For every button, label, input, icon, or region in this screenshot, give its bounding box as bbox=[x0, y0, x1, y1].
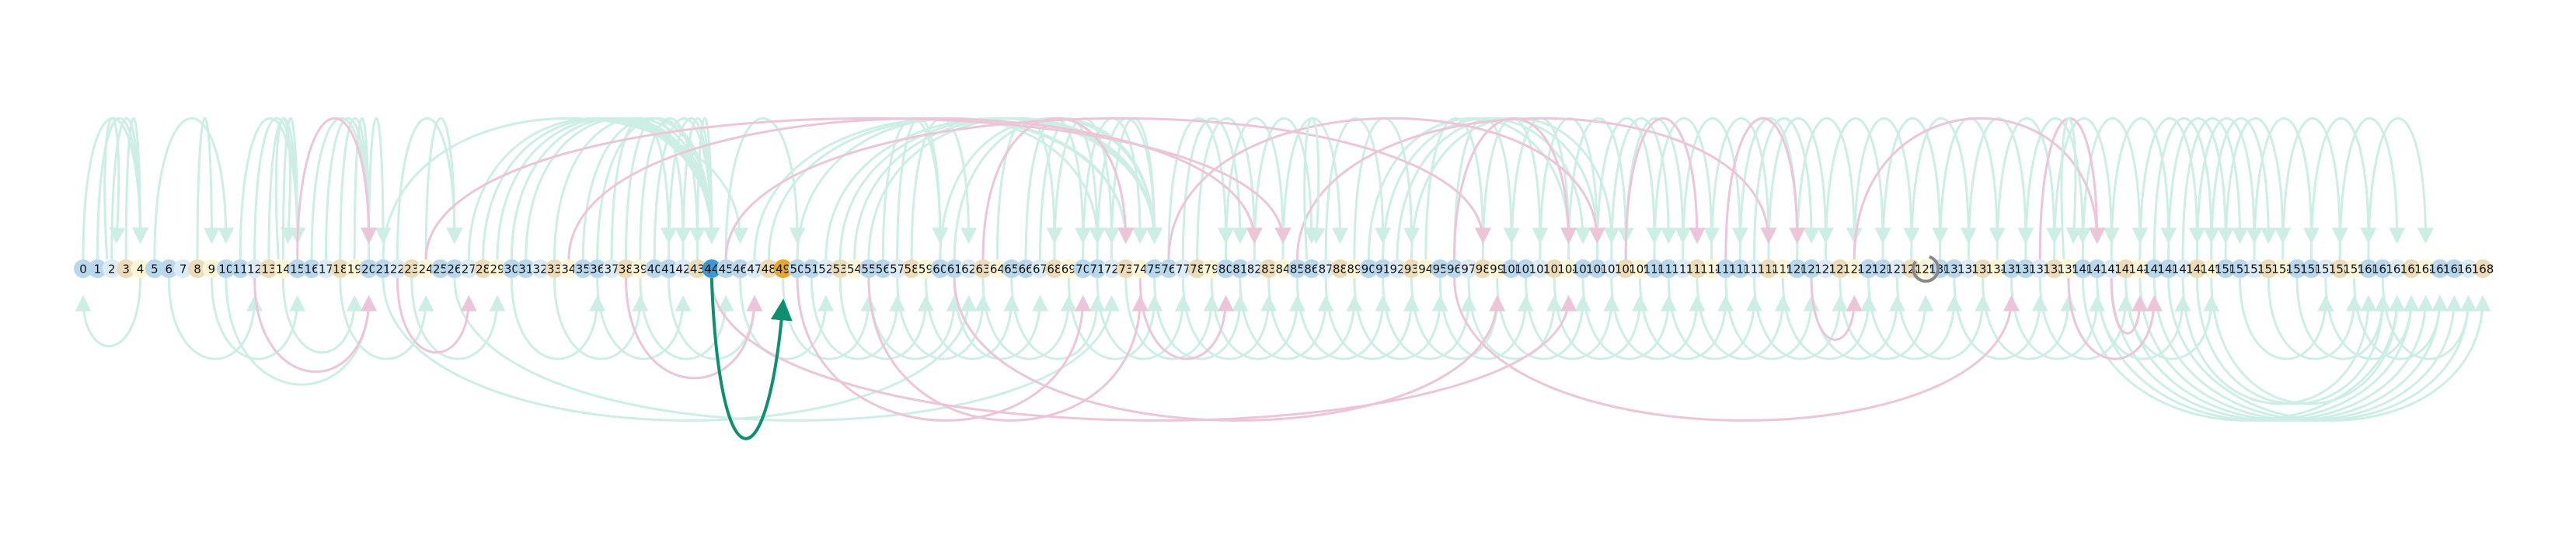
node-label: 4 bbox=[137, 263, 145, 276]
edge-above-14 bbox=[369, 118, 383, 259]
node-168: 168 bbox=[2472, 259, 2494, 278]
nodes-layer: 0 1 2 3 4 5 6 7 8 9 10 11 12 13 14 15 16 17 18 19 20 21 22 23 24… bbox=[74, 259, 2494, 278]
node-label: 0 bbox=[79, 263, 87, 276]
edge-above-33 bbox=[726, 118, 797, 259]
edge-below-15 bbox=[783, 278, 869, 359]
edge-below-p1 bbox=[397, 278, 469, 353]
node-label: 8 bbox=[193, 263, 201, 276]
edge-above-24 bbox=[583, 118, 711, 259]
node-label: 7 bbox=[180, 263, 187, 276]
node-label: 168 bbox=[2472, 263, 2494, 276]
node-label: 5 bbox=[151, 263, 159, 276]
edge-below-0 bbox=[83, 278, 141, 346]
edge-below-p9 bbox=[1811, 278, 1854, 339]
node-label: 6 bbox=[166, 263, 173, 276]
node-label: 1 bbox=[94, 263, 102, 276]
node-label: 9 bbox=[208, 263, 216, 276]
node-label: 2 bbox=[108, 263, 116, 276]
edge-above-5 bbox=[197, 118, 211, 259]
edge-above-4 bbox=[155, 118, 226, 259]
edge-below-71 bbox=[2240, 278, 2326, 359]
node-label: 3 bbox=[122, 263, 130, 276]
